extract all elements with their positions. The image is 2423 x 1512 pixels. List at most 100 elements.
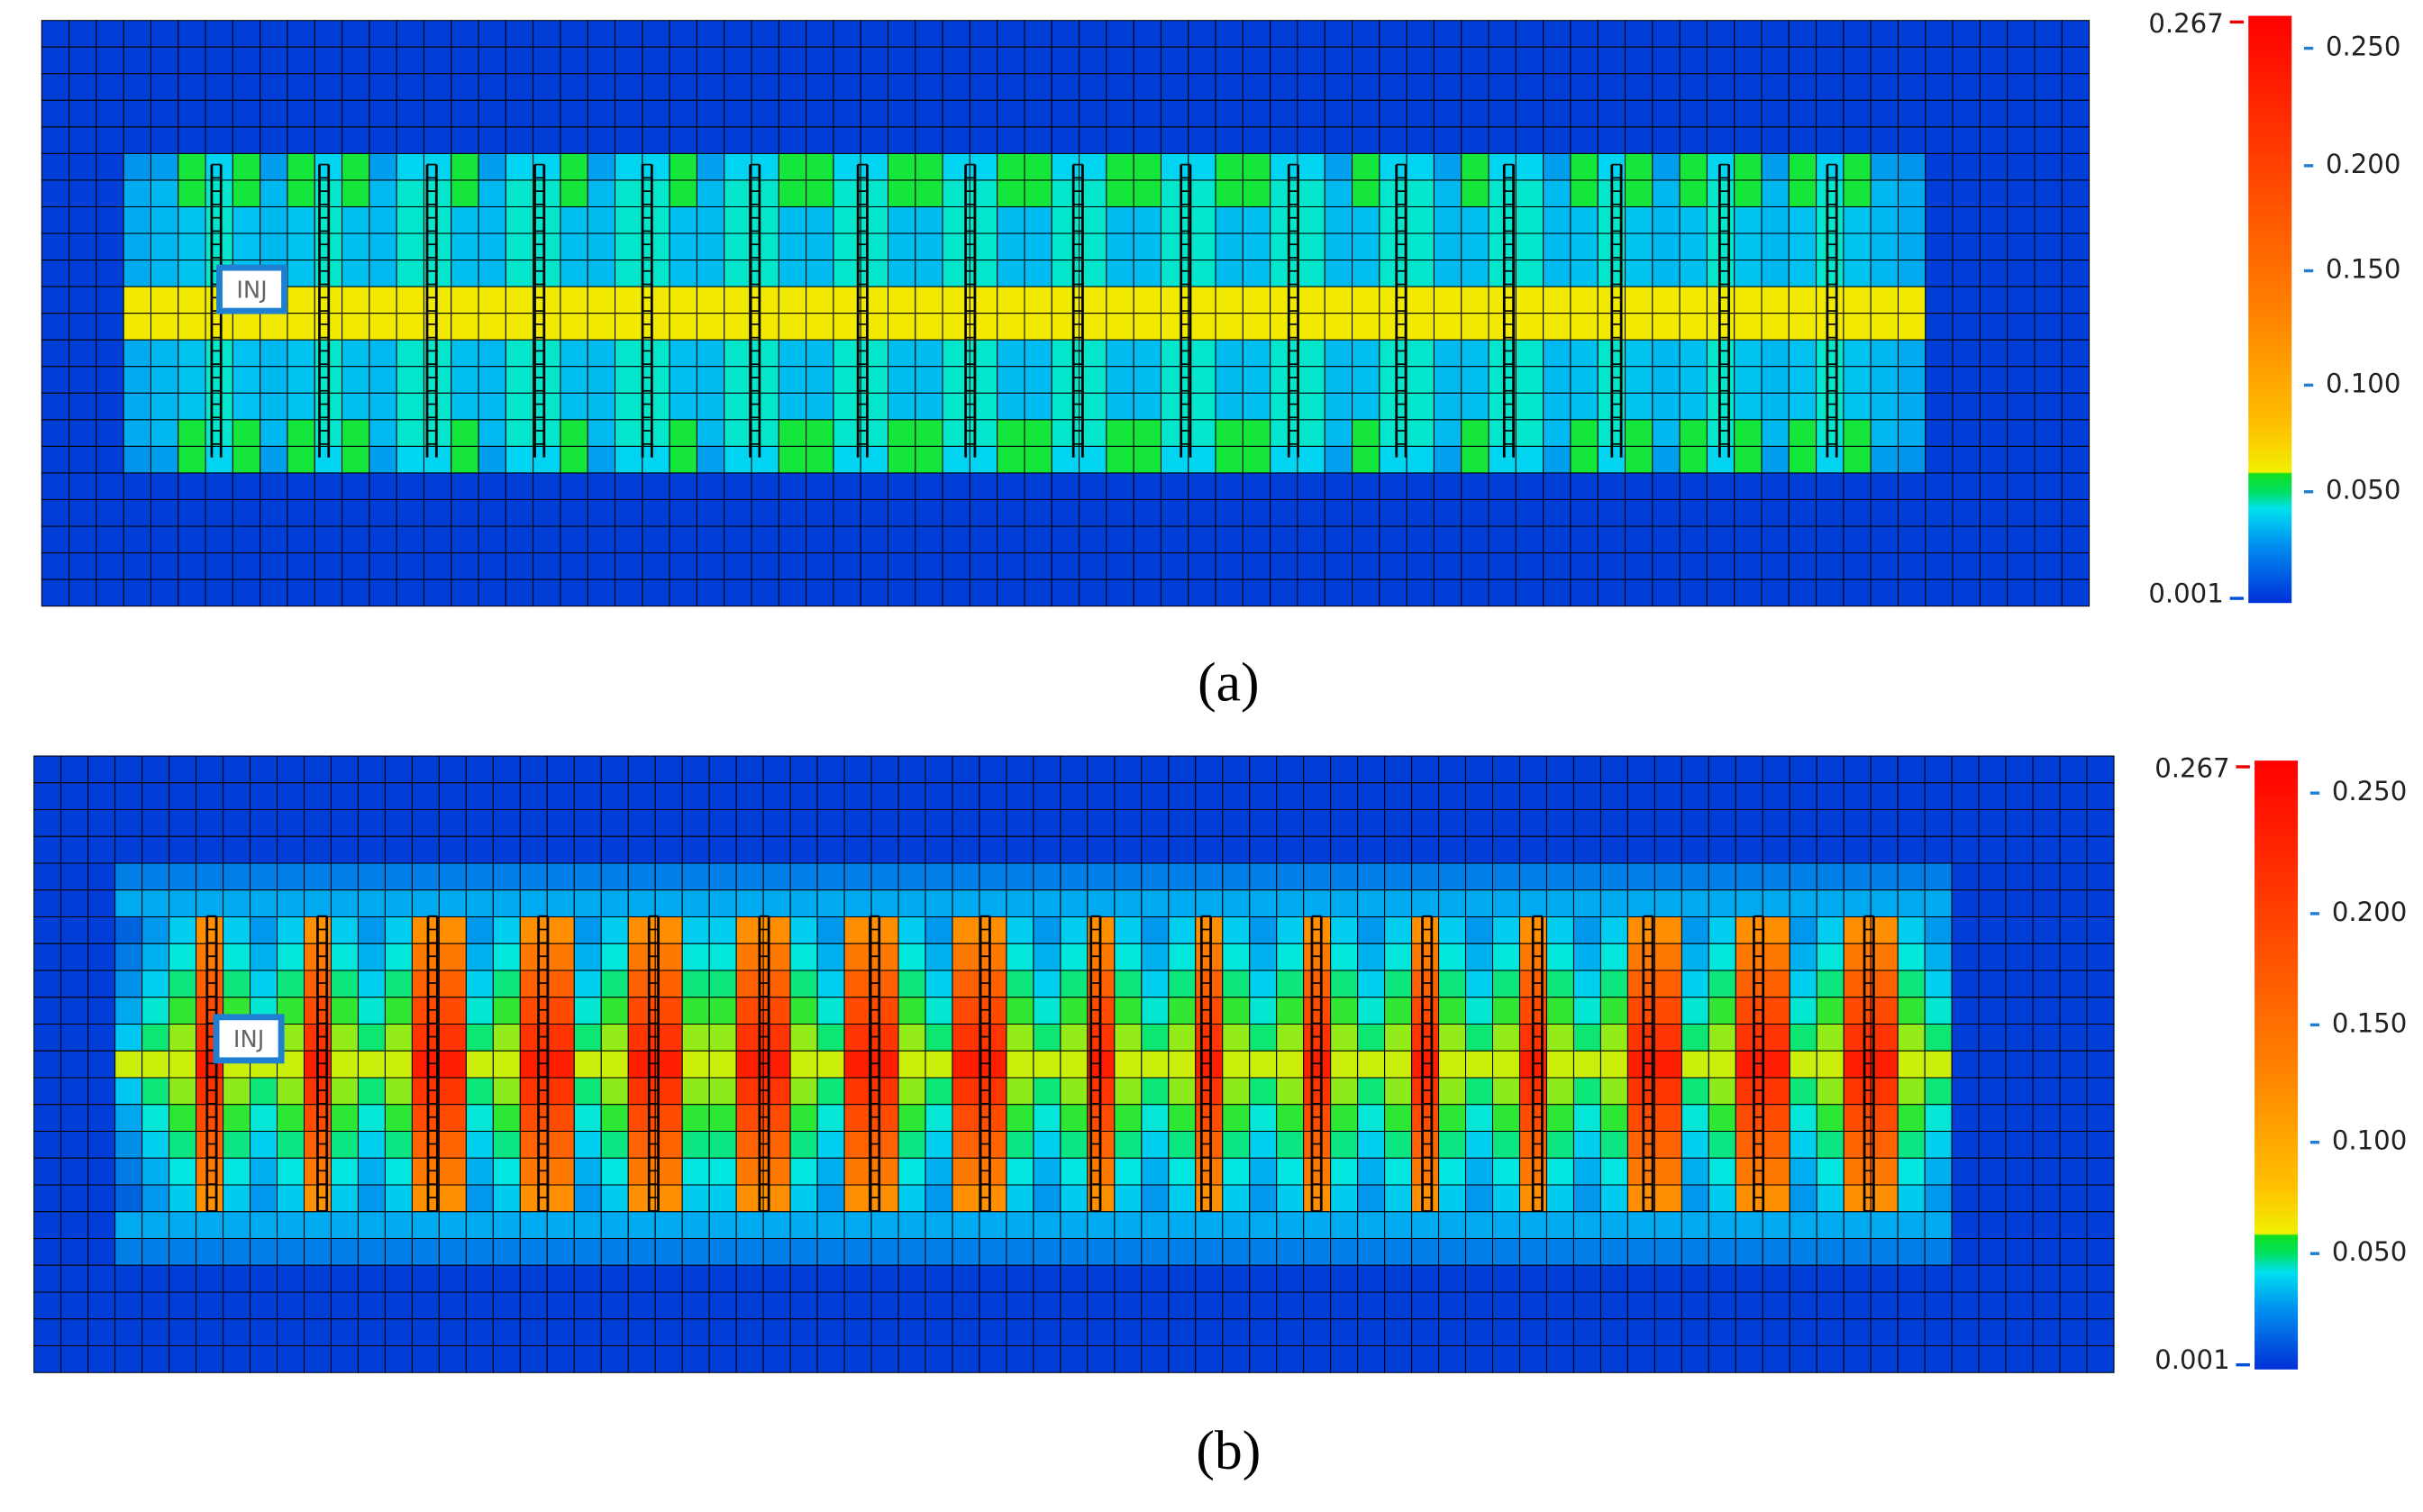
grid-cell — [1033, 943, 1061, 971]
grid-cell — [1788, 20, 1817, 48]
grid-cell — [969, 99, 998, 128]
grid-cell — [1708, 943, 1736, 971]
grid-cell — [1762, 1077, 1790, 1106]
grid-cell — [2061, 472, 2091, 500]
grid-cell — [1024, 260, 1052, 287]
grid-cell — [1195, 808, 1224, 837]
grid-cell — [669, 445, 697, 474]
grid-cell — [1843, 835, 1872, 864]
grid-cell — [33, 808, 62, 837]
grid-cell — [1357, 1050, 1386, 1079]
grid-cell — [1114, 755, 1143, 784]
grid-cell — [87, 808, 116, 837]
grid-cell — [2005, 1264, 2034, 1293]
grid-cell — [642, 286, 670, 314]
grid-cell — [384, 1211, 413, 1240]
grid-cell — [1160, 205, 1189, 234]
grid-cell — [1330, 782, 1359, 811]
grid-cell — [925, 1264, 953, 1293]
grid-cell — [843, 835, 872, 864]
grid-cell — [1168, 808, 1197, 837]
grid-cell — [123, 99, 152, 128]
grid-cell — [232, 313, 261, 341]
grid-cell — [600, 755, 629, 784]
grid-cell — [1114, 1291, 1143, 1320]
grid-cell — [465, 1291, 494, 1320]
grid-cell — [533, 152, 561, 181]
grid-cell — [1518, 1264, 1547, 1293]
grid-cell — [2061, 392, 2091, 421]
grid-cell — [681, 1211, 710, 1240]
grid-cell — [600, 1318, 629, 1347]
grid-cell — [423, 20, 452, 48]
grid-cell — [1870, 366, 1899, 394]
grid-cell — [96, 392, 124, 421]
grid-cell — [519, 1157, 548, 1186]
grid-cell — [708, 1184, 737, 1213]
grid-cell — [384, 862, 413, 891]
grid-cell — [1195, 1157, 1224, 1186]
grid-cell — [816, 970, 845, 998]
grid-cell — [1761, 552, 1790, 580]
grid-cell — [843, 970, 872, 998]
grid-cell — [205, 73, 233, 101]
grid-cell — [1195, 1050, 1224, 1079]
grid-cell — [1222, 1318, 1251, 1347]
grid-cell — [1599, 1130, 1628, 1159]
grid-cell — [1870, 313, 1899, 341]
grid-cell — [1006, 1318, 1034, 1347]
grid-cell — [833, 286, 861, 314]
grid-cell — [1978, 1104, 2007, 1133]
grid-cell — [1681, 1211, 1709, 1240]
grid-cell — [1215, 152, 1243, 181]
grid-cell — [1242, 366, 1271, 394]
grid-cell — [560, 126, 588, 154]
grid-cell — [1789, 1318, 1817, 1347]
grid-cell — [860, 232, 889, 261]
grid-cell — [1979, 99, 2009, 128]
grid-cell — [2034, 445, 2063, 474]
grid-cell — [357, 808, 386, 837]
grid-cell — [1681, 755, 1709, 784]
grid-cell — [96, 419, 124, 447]
grid-cell — [1492, 943, 1521, 971]
grid-cell — [1708, 1264, 1736, 1293]
grid-cell — [1897, 970, 1926, 998]
grid-cell — [1870, 1237, 1899, 1266]
grid-cell — [1897, 1237, 1926, 1266]
grid-cell — [2034, 392, 2063, 421]
grid-cell — [150, 126, 179, 154]
grid-cell — [1870, 997, 1899, 1025]
grid-cell — [1492, 1077, 1521, 1106]
grid-cell — [1195, 1211, 1224, 1240]
grid-cell — [451, 73, 479, 101]
grid-cell — [1789, 782, 1817, 811]
grid-cell — [573, 889, 602, 918]
grid-cell — [1141, 943, 1170, 971]
grid-cell — [1033, 1184, 1061, 1213]
grid-cell — [169, 1211, 197, 1240]
grid-cell — [1545, 915, 1574, 944]
grid-cell — [1843, 1344, 1872, 1373]
grid-cell — [1379, 179, 1407, 208]
grid-cell — [1242, 313, 1271, 341]
grid-cell — [1679, 152, 1708, 181]
grid-cell — [833, 392, 861, 421]
grid-cell — [396, 73, 424, 101]
grid-cell — [1816, 808, 1845, 837]
grid-cell — [1543, 445, 1571, 474]
grid-cell — [1188, 445, 1216, 474]
grid-cell — [573, 997, 602, 1025]
grid-cell — [1625, 46, 1653, 75]
grid-cell — [1297, 339, 1325, 368]
grid-cell — [342, 445, 370, 474]
grid-cell — [762, 835, 791, 864]
grid-cell — [587, 286, 616, 314]
grid-cell — [751, 179, 779, 208]
grid-cell — [615, 99, 643, 128]
grid-cell — [1762, 1291, 1790, 1320]
grid-cell — [724, 392, 752, 421]
grid-cell — [1384, 1157, 1413, 1186]
grid-cell — [1543, 99, 1571, 128]
grid-cell — [1352, 498, 1380, 527]
